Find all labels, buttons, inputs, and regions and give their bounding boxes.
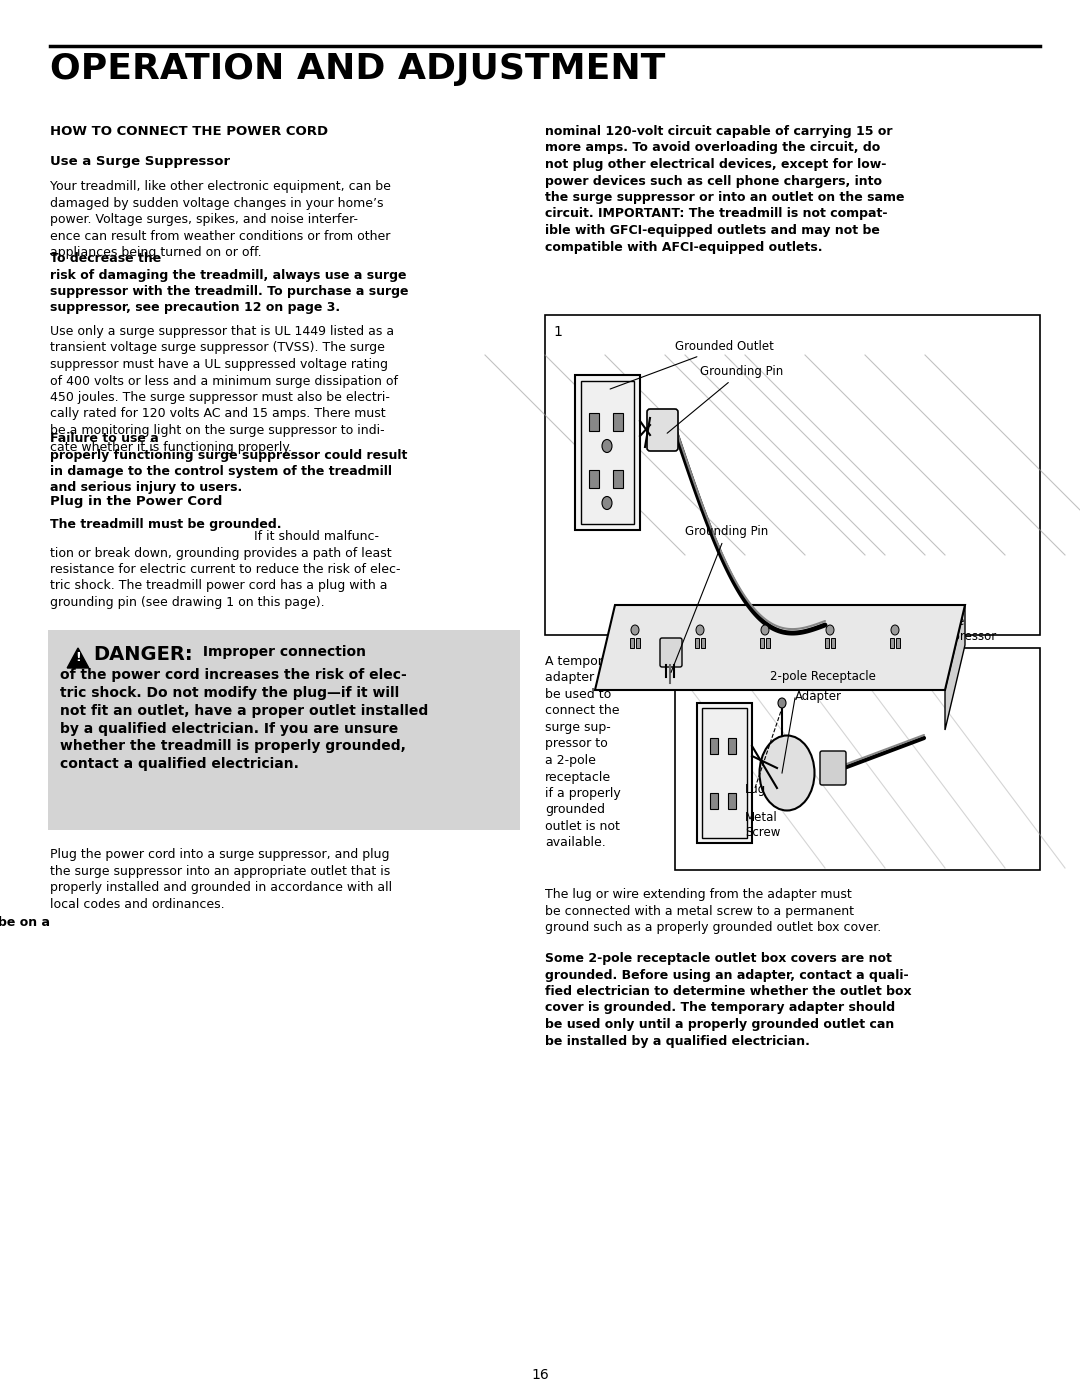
Text: Plug in the Power Cord: Plug in the Power Cord [50, 495, 222, 509]
Bar [545, 314, 1040, 636]
Text: Lug: Lug [745, 782, 766, 796]
Text: If it should malfunc-
tion or break down, grounding provides a path of least
res: If it should malfunc- tion or break down… [50, 529, 401, 609]
Polygon shape [945, 605, 966, 731]
Bar [613, 414, 623, 432]
Polygon shape [67, 648, 89, 668]
Bar [589, 469, 599, 488]
Text: DANGER:: DANGER: [93, 645, 192, 664]
Text: Metal
Screw: Metal Screw [745, 812, 781, 840]
Text: To decrease the
risk of damaging the treadmill, always use a surge
suppressor wi: To decrease the risk of damaging the tre… [50, 251, 408, 314]
FancyBboxPatch shape [647, 409, 678, 451]
Text: 1: 1 [553, 326, 562, 339]
Text: Grounded Outlet: Grounded Outlet [610, 339, 774, 388]
Text: of the power cord increases the risk of elec-
tric shock. Do not modify the plug: of the power cord increases the risk of … [60, 668, 429, 771]
Text: Some 2-pole receptacle outlet box covers are not
grounded. Before using an adapt: Some 2-pole receptacle outlet box covers… [545, 951, 912, 1048]
Bar [636, 638, 640, 648]
Bar [48, 630, 519, 830]
Text: Adapter: Adapter [795, 690, 842, 703]
FancyBboxPatch shape [660, 638, 681, 666]
Bar [825, 638, 829, 648]
Text: Your treadmill, like other electronic equipment, can be
damaged by sudden voltag: Your treadmill, like other electronic eq… [50, 180, 391, 258]
Text: Grounding Pin: Grounding Pin [667, 365, 783, 433]
Bar [613, 469, 623, 488]
Bar [581, 381, 634, 524]
Bar [697, 703, 752, 842]
Bar [630, 638, 634, 648]
Bar [896, 638, 900, 648]
Polygon shape [595, 605, 966, 690]
Bar [766, 638, 770, 648]
Text: Use a Surge Suppressor: Use a Surge Suppressor [50, 155, 230, 168]
Bar [701, 638, 705, 648]
Text: Surge
Suppressor: Surge Suppressor [930, 615, 996, 643]
Ellipse shape [778, 698, 786, 708]
Text: The lug or wire extending from the adapter must
be connected with a metal screw : The lug or wire extending from the adapt… [545, 888, 881, 935]
Text: 16: 16 [531, 1368, 549, 1382]
Text: Use only a surge suppressor that is UL 1449 listed as a
transient voltage surge : Use only a surge suppressor that is UL 1… [50, 326, 399, 454]
Text: Grounding Pin: Grounding Pin [671, 525, 768, 672]
Text: HOW TO CONNECT THE POWER CORD: HOW TO CONNECT THE POWER CORD [50, 124, 328, 138]
FancyBboxPatch shape [820, 752, 846, 785]
Bar [890, 638, 894, 648]
Text: OPERATION AND ADJUSTMENT: OPERATION AND ADJUSTMENT [50, 52, 665, 87]
Bar [710, 793, 718, 809]
Text: Plug the power cord into a surge suppressor, and plug
the surge suppressor into : Plug the power cord into a surge suppres… [50, 848, 392, 911]
Text: 2-pole Receptacle: 2-pole Receptacle [770, 671, 876, 683]
Ellipse shape [696, 624, 704, 636]
Text: The treadmill must be grounded.: The treadmill must be grounded. [50, 518, 282, 531]
Text: The outlet must be on a: The outlet must be on a [0, 916, 50, 929]
Ellipse shape [891, 624, 899, 636]
Ellipse shape [602, 440, 612, 453]
Bar [728, 793, 735, 809]
Ellipse shape [602, 496, 612, 510]
Text: !: ! [76, 651, 81, 664]
Ellipse shape [761, 624, 769, 636]
Bar [589, 414, 599, 432]
Text: A temporary
adapter may
be used to
connect the
surge sup-
pressor to
a 2-pole
re: A temporary adapter may be used to conne… [545, 655, 625, 849]
Ellipse shape [826, 624, 834, 636]
Ellipse shape [631, 624, 639, 636]
Text: 2: 2 [683, 658, 692, 672]
Text: Improper connection: Improper connection [198, 645, 366, 659]
Bar [728, 738, 735, 754]
Bar [575, 374, 640, 529]
Text: nominal 120-volt circuit capable of carrying 15 or
more amps. To avoid overloadi: nominal 120-volt circuit capable of carr… [545, 124, 905, 253]
Bar [831, 638, 835, 648]
Ellipse shape [759, 735, 814, 810]
Bar [702, 708, 747, 838]
Bar [675, 648, 1040, 870]
Bar [760, 638, 764, 648]
Bar [710, 738, 718, 754]
Text: Failure to use a
properly functioning surge suppressor could result
in damage to: Failure to use a properly functioning su… [50, 432, 407, 495]
Bar [696, 638, 699, 648]
